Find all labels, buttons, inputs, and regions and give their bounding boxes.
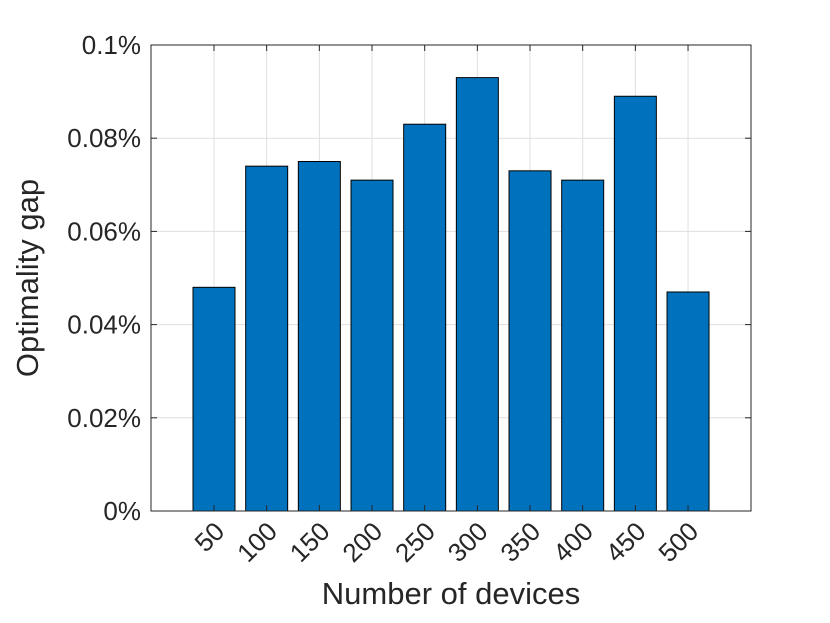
x-tick-label: 300 — [442, 516, 494, 568]
x-tick-label: 100 — [231, 516, 283, 568]
bar — [245, 165, 289, 512]
bar — [508, 170, 552, 512]
y-tick-label: 0.08% — [67, 123, 141, 153]
x-tick-label: 150 — [284, 516, 336, 568]
x-tick-label: 50 — [189, 516, 231, 558]
bar — [350, 179, 394, 512]
y-tick-label: 0.02% — [67, 403, 141, 433]
bar — [561, 179, 605, 512]
bar — [666, 291, 710, 512]
bar — [613, 95, 657, 512]
y-tick-label: 0.1% — [82, 30, 141, 60]
x-tick-label: 250 — [389, 516, 441, 568]
bar — [192, 286, 236, 512]
x-axis-label: Number of devices — [322, 576, 580, 611]
x-tick-label: 200 — [336, 516, 388, 568]
x-tick-label: 350 — [494, 516, 546, 568]
y-tick-label: 0.06% — [67, 216, 141, 246]
plot-frame — [150, 44, 752, 512]
y-tick-label: 0.04% — [67, 310, 141, 340]
bar — [297, 161, 341, 512]
y-tick-label: 0% — [103, 496, 141, 526]
x-tick-label: 450 — [600, 516, 652, 568]
bar — [455, 77, 499, 512]
y-axis-label: Optimality gap — [10, 179, 45, 377]
x-tick-label: 500 — [652, 516, 704, 568]
x-tick-label: 400 — [547, 516, 599, 568]
bar — [403, 123, 447, 512]
